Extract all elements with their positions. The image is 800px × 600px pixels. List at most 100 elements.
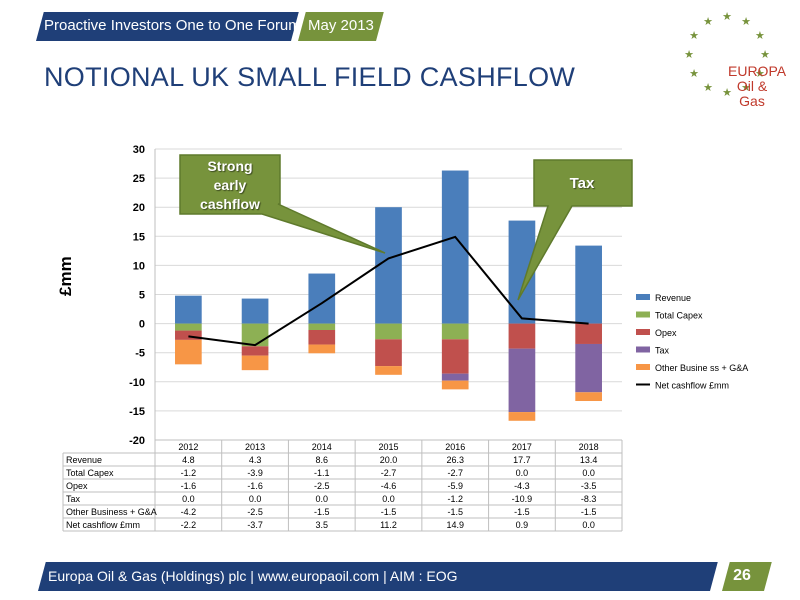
legend-label: Other Busine ss + G&A: [655, 363, 748, 373]
event-date: May 2013: [308, 17, 374, 34]
table-cell: 0.0: [316, 494, 329, 504]
bar-opex-2014: [308, 330, 336, 345]
table-cell: -8.3: [581, 494, 597, 504]
table-cell: -1.5: [314, 507, 330, 517]
callout-line: Strong: [207, 158, 253, 174]
table-cell: 26.3: [446, 455, 464, 465]
table-cell: 8.6: [316, 455, 329, 465]
bar-total-capex-2012: [175, 323, 202, 331]
legend-swatch: [636, 346, 650, 353]
bar-revenue-2014: [308, 273, 336, 324]
star-icon: ★: [689, 67, 699, 80]
bar-total-capex-2014: [308, 323, 336, 331]
table-cell: 20.0: [380, 455, 398, 465]
table-cell: -1.5: [581, 507, 597, 517]
bar-other-busine-ss-g-a-2012: [175, 339, 202, 365]
x-tick-label: 2017: [512, 442, 532, 452]
bar-opex-2018: [575, 323, 602, 344]
table-cell: -3.5: [581, 481, 597, 491]
bar-opex-2016: [441, 339, 469, 374]
table-cell: -2.5: [314, 481, 330, 491]
legend-swatch: [636, 364, 650, 370]
table-cell: 4.8: [182, 455, 195, 465]
bar-revenue-2013: [241, 298, 269, 324]
table-cell: 14.9: [446, 520, 464, 530]
star-icon: ★: [703, 81, 713, 94]
table-cell: -1.2: [447, 494, 463, 504]
logo-stars: ★ ★ ★ ★ ★ ★ ★ ★ ★ ★ ★ ★: [684, 10, 770, 99]
table-row-label: Other Business + G&A: [66, 507, 157, 517]
x-tick-label: 2018: [579, 442, 599, 452]
bar-other-busine-ss-g-a-2014: [308, 344, 336, 354]
star-icon: ★: [703, 15, 713, 28]
x-tick-label: 2016: [445, 442, 465, 452]
table-cell: -4.6: [381, 481, 397, 491]
table-cell: 0.0: [249, 494, 262, 504]
star-icon: ★: [722, 10, 732, 23]
table-cell: 0.0: [382, 494, 395, 504]
bar-opex-2013: [241, 346, 269, 356]
table-cell: -2.7: [447, 468, 463, 478]
logo-line2: Oil & Gas: [736, 78, 768, 109]
bar-other-busine-ss-g-a-2013: [241, 355, 269, 371]
legend-label: Net cashflow £mm: [655, 381, 729, 391]
callout-tax: Tax: [569, 175, 595, 192]
legend-swatch: [636, 311, 650, 318]
table-cell: -3.7: [247, 520, 263, 530]
table-cell: 0.0: [516, 468, 529, 478]
y-tick-label: -5: [135, 348, 145, 360]
table-cell: 0.0: [582, 468, 595, 478]
x-tick-label: 2012: [178, 442, 198, 452]
bar-tax-2016: [441, 373, 469, 381]
y-tick-label: 15: [133, 231, 145, 243]
y-tick-label: 10: [133, 260, 145, 272]
table-cell: -10.9: [512, 494, 533, 504]
legend-swatch: [636, 329, 650, 335]
table-cell: -2.5: [247, 507, 263, 517]
bar-opex-2012: [175, 330, 202, 340]
table-cell: 4.3: [249, 455, 262, 465]
table-cell: 3.5: [316, 520, 329, 530]
table-cell: 0.9: [516, 520, 529, 530]
x-tick-label: 2015: [378, 442, 398, 452]
y-tick-label: -10: [129, 377, 145, 389]
logo: EUROPA Oil & Gas: [728, 63, 787, 109]
event-title: Proactive Investors One to One Forum: [44, 17, 301, 34]
table-row-label: Opex: [66, 481, 88, 491]
table-cell: -4.3: [514, 481, 530, 491]
footer-text: Europa Oil & Gas (Holdings) plc | www.eu…: [48, 568, 458, 584]
legend-label: Total Capex: [655, 311, 703, 321]
callout-tax-shape: [517, 159, 633, 301]
y-tick-label: 0: [139, 319, 145, 331]
y-tick-label: 30: [133, 144, 145, 156]
table-cell: -1.1: [314, 468, 330, 478]
bar-revenue-2012: [175, 295, 202, 324]
page-title: NOTIONAL UK SMALL FIELD CASHFLOW: [44, 62, 576, 92]
star-icon: ★: [741, 15, 751, 28]
bar-other-busine-ss-g-a-2016: [441, 380, 469, 390]
logo-line1: EUROPA: [728, 63, 787, 79]
star-icon: ★: [755, 29, 765, 42]
table-row-label: Total Capex: [66, 468, 114, 478]
callout-strong-shape: [179, 154, 386, 254]
legend-label: Tax: [655, 346, 670, 356]
table-cell: 11.2: [380, 520, 397, 530]
table-row-label: Revenue: [66, 455, 102, 465]
y-tick-label: 25: [133, 173, 145, 185]
table-cell: -1.6: [181, 481, 197, 491]
table-cell: 13.4: [580, 455, 598, 465]
bar-tax-2018: [575, 343, 602, 393]
y-axis-label: £mm: [56, 256, 75, 296]
table-cell: -5.9: [447, 481, 463, 491]
table-cell: -1.5: [514, 507, 530, 517]
bar-opex-2017: [508, 323, 536, 349]
table-cell: -2.2: [181, 520, 197, 530]
table-cell: -1.2: [181, 468, 197, 478]
y-tick-label: -15: [129, 406, 145, 418]
table-cell: -4.2: [181, 507, 197, 517]
page-number: 26: [733, 567, 751, 584]
callout-strong-early-cashflow: Strong early cashflow: [180, 157, 280, 214]
x-tick-label: 2014: [312, 442, 332, 452]
bar-tax-2017: [508, 348, 536, 413]
